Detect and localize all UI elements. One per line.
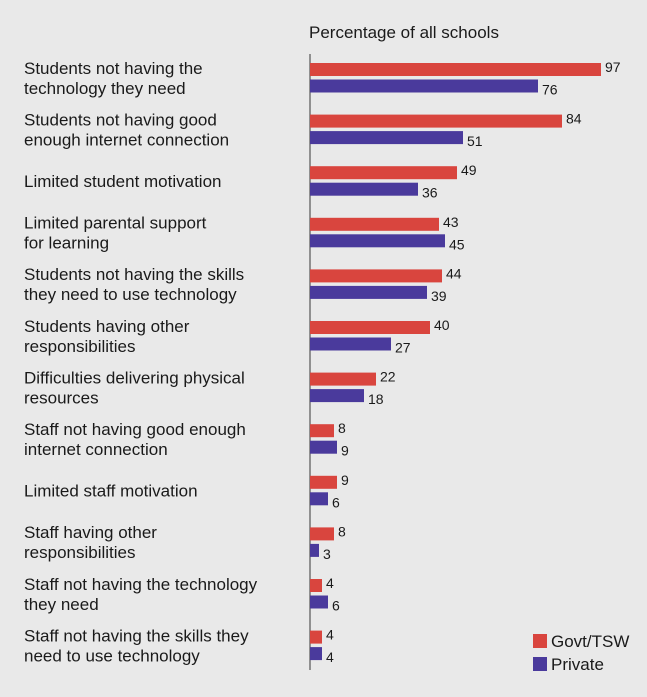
bar-private [310, 543, 319, 557]
category-label-line: Staff not having the skills they [24, 626, 249, 645]
data-label: 76 [542, 82, 558, 98]
bar-private [310, 647, 322, 661]
category-label-line: Students having other [24, 317, 190, 336]
bar-govt-tsw [310, 475, 337, 489]
bar-govt-tsw [310, 630, 322, 644]
category-label-line: technology they need [24, 79, 186, 98]
category-label-line: responsibilities [24, 543, 136, 562]
bar-private [310, 285, 427, 299]
legend-swatch [533, 634, 547, 648]
category-label-line: Limited parental support [24, 214, 207, 233]
chart-title: Percentage of all schools [309, 23, 499, 42]
category-label-line: for learning [24, 234, 109, 253]
data-label: 18 [368, 391, 384, 407]
data-label: 22 [380, 369, 396, 385]
bar-private [310, 440, 337, 454]
bars [310, 63, 601, 661]
legend: Govt/TSW Private [533, 632, 629, 674]
category-label: Students not having the technology they n… [24, 59, 203, 98]
category-label: Difficulties delivering physical resource… [24, 368, 245, 407]
bar-govt-tsw [310, 424, 334, 438]
category-label-line: need to use technology [24, 646, 200, 665]
bar-govt-tsw [310, 217, 439, 231]
category-label: Limited staff motivation [24, 482, 198, 501]
category-label-line: Limited student motivation [24, 172, 222, 191]
data-label: 36 [422, 185, 438, 201]
bar-private [310, 131, 463, 145]
category-label: Students not having good enough internet … [24, 110, 229, 149]
data-label: 97 [605, 59, 621, 75]
category-label-line: responsibilities [24, 337, 136, 356]
category-label-line: Students not having good [24, 110, 217, 129]
data-label: 9 [341, 472, 349, 488]
category-label-line: Staff not having good enough [24, 420, 246, 439]
category-label-line: Limited staff motivation [24, 482, 198, 501]
data-label: 9 [341, 443, 349, 459]
bar-govt-tsw [310, 579, 322, 592]
bar-private [310, 595, 328, 609]
category-label-line: resources [24, 388, 99, 407]
data-label: 27 [395, 340, 411, 356]
data-label: 4 [326, 649, 334, 665]
category-label: Staff not having the skills they need to … [24, 626, 249, 665]
data-label: 49 [461, 162, 477, 178]
category-label-line: internet connection [24, 440, 168, 459]
bar-private [310, 492, 328, 506]
bar-private [310, 337, 391, 351]
data-label: 40 [434, 317, 450, 333]
category-label-line: they need to use technology [24, 285, 237, 304]
category-labels: Students not having the technology they n… [24, 59, 258, 666]
category-label: Students having other responsibilities [24, 317, 190, 356]
category-label-line: Difficulties delivering physical [24, 368, 245, 387]
data-label: 4 [326, 575, 334, 591]
legend-label: Private [551, 655, 604, 674]
category-label-line: they need [24, 595, 99, 614]
legend-label: Govt/TSW [551, 632, 629, 651]
category-label-line: Students not having the skills [24, 265, 244, 284]
bar-govt-tsw [310, 321, 430, 334]
bar-govt-tsw [310, 372, 376, 386]
bar-govt-tsw [310, 166, 457, 180]
bar-govt-tsw [310, 269, 442, 283]
data-label: 39 [431, 288, 447, 304]
data-label: 43 [443, 214, 459, 230]
category-label: Limited parental support for learning [24, 214, 207, 253]
category-label: Staff having other responsibilities [24, 523, 157, 562]
data-label: 45 [449, 236, 465, 252]
category-label: Students not having the skills they need … [24, 265, 244, 304]
bar-private [310, 389, 364, 403]
data-label: 3 [323, 546, 331, 562]
data-label: 6 [332, 494, 340, 510]
category-label: Staff not having the technology they need [24, 575, 258, 614]
data-label: 6 [332, 598, 340, 614]
category-label: Limited student motivation [24, 172, 222, 191]
bar-govt-tsw [310, 63, 601, 76]
data-label: 8 [338, 420, 346, 436]
bar-private [310, 79, 538, 93]
category-label-line: Staff not having the technology [24, 575, 258, 594]
data-label: 84 [566, 111, 582, 127]
category-label-line: Staff having other [24, 523, 157, 542]
category-label-line: Students not having the [24, 59, 203, 78]
data-label: 44 [446, 265, 462, 281]
bar-govt-tsw [310, 527, 334, 541]
bar-govt-tsw [310, 114, 562, 128]
bar-private [310, 234, 445, 248]
data-label: 51 [467, 133, 483, 149]
data-label: 4 [326, 627, 334, 643]
category-label-line: enough internet connection [24, 130, 229, 149]
bar-private [310, 182, 418, 196]
category-label: Staff not having good enough internet con… [24, 420, 246, 459]
data-label: 8 [338, 523, 346, 539]
legend-swatch [533, 657, 547, 671]
